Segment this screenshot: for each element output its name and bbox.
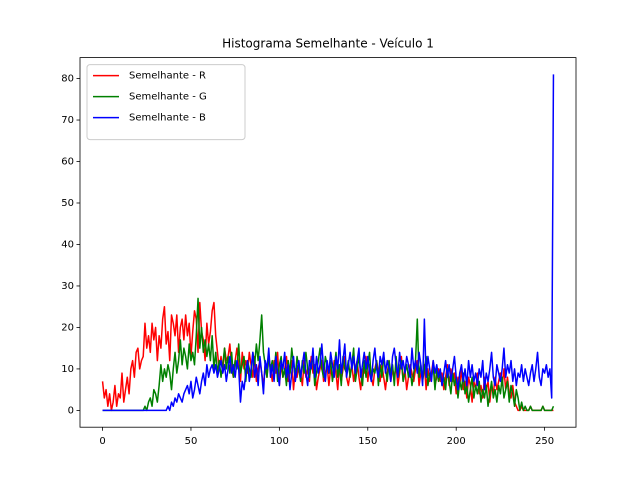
x-tick-label: 200 — [447, 436, 466, 447]
x-tick-label: 0 — [99, 436, 105, 447]
y-tick-label: 60 — [61, 157, 74, 168]
chart-title: Histograma Semelhante - Veículo 1 — [222, 37, 434, 51]
y-tick-label: 10 — [61, 364, 74, 375]
x-tick-label: 100 — [270, 436, 289, 447]
x-tick-label: 150 — [358, 436, 377, 447]
y-tick-label: 0 — [68, 405, 74, 416]
legend-box — [86, 64, 246, 141]
y-tick-label: 30 — [61, 281, 74, 292]
y-tick-label: 20 — [61, 322, 74, 333]
y-tick-label: 70 — [61, 115, 74, 126]
x-tick-label: 50 — [185, 436, 198, 447]
legend: Semelhante - R Semelhante - G Semelhante -… — [86, 64, 246, 141]
legend-label: Semelhante - B — [129, 113, 206, 124]
y-tick-label: 80 — [61, 74, 74, 85]
legend-label: Semelhante - R — [129, 71, 206, 82]
x-tick-label: 250 — [535, 436, 554, 447]
legend-label: Semelhante - G — [129, 92, 207, 103]
data-line — [102, 74, 555, 412]
plot-frame — [79, 57, 577, 428]
y-tick-label: 50 — [61, 198, 74, 209]
y-tick-label: 40 — [61, 239, 74, 250]
